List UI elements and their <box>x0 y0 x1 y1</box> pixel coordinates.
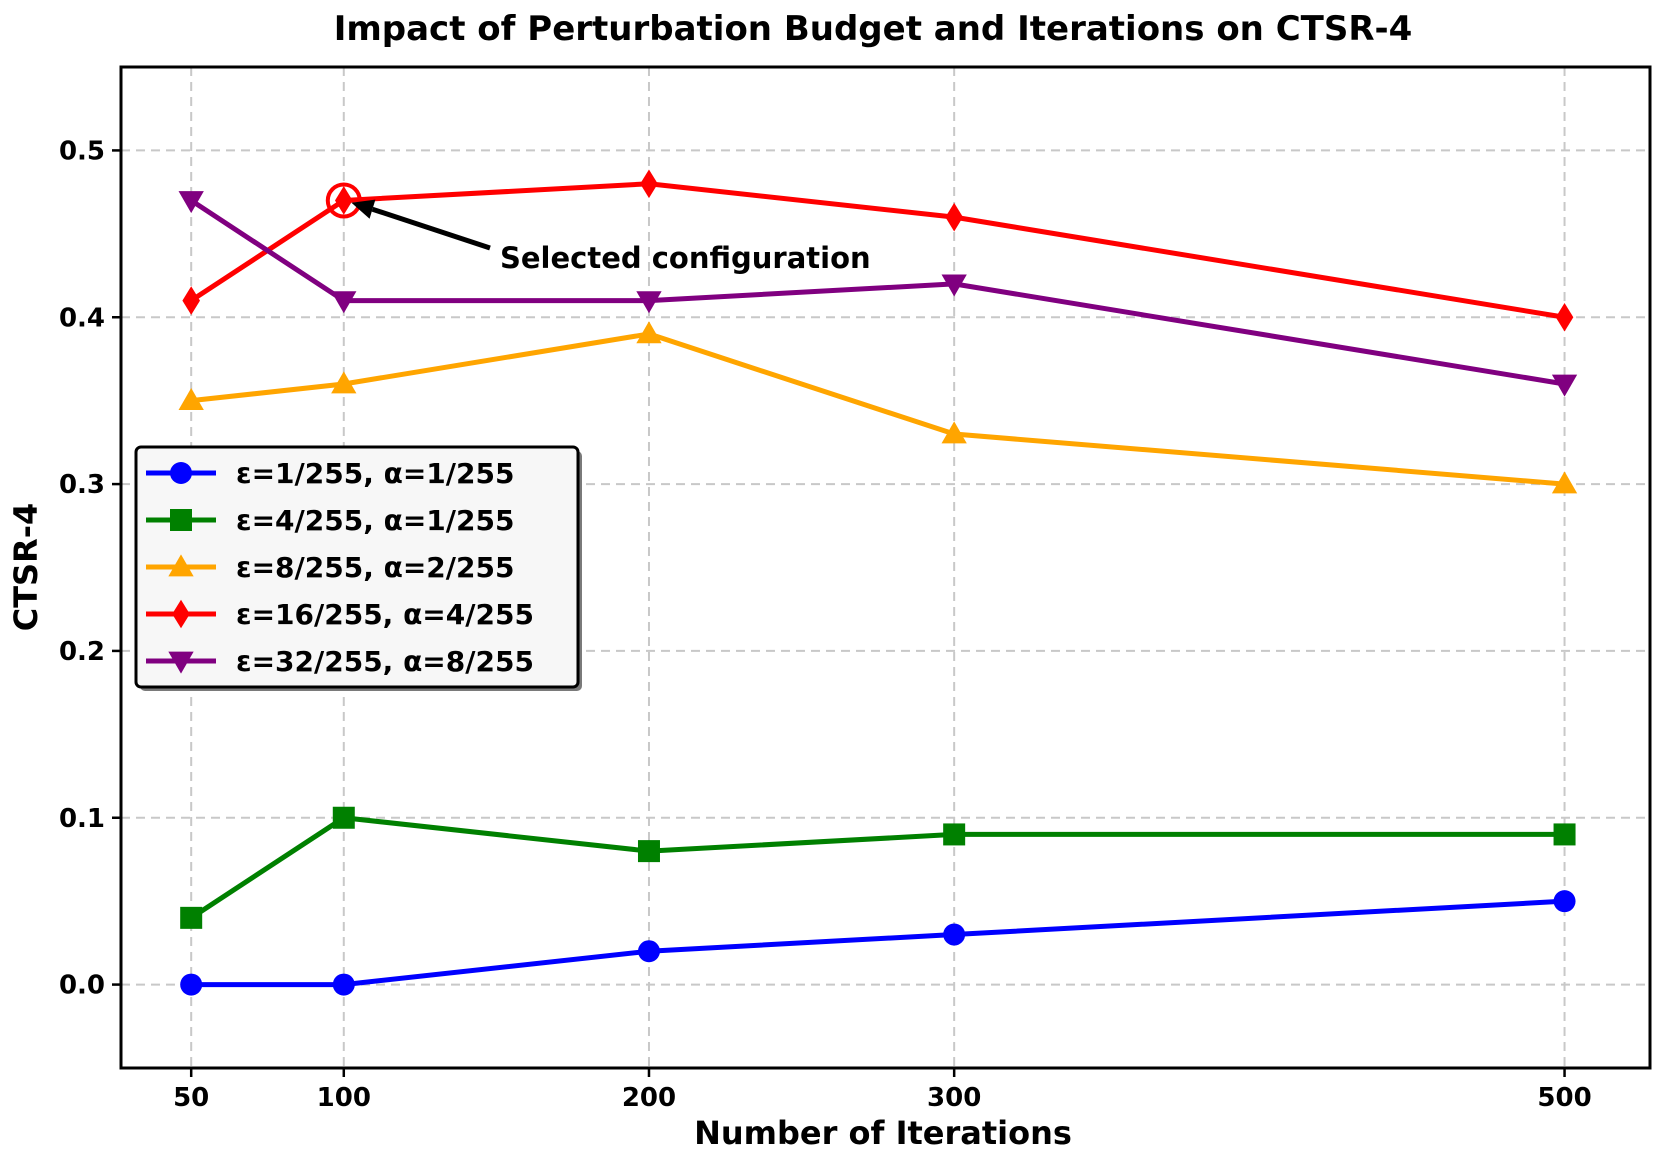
data-point <box>332 806 355 829</box>
annotation-layer: Selected configuration <box>325 182 871 275</box>
series-1 <box>180 890 1576 996</box>
data-point <box>943 823 966 846</box>
tick-layer: 50 100 200 300 500 0.0 0.1 0.2 0.3 0.4 0.5 <box>59 136 1592 1113</box>
y-tick-label: 0.2 <box>59 637 105 667</box>
y-tick-label: 0.3 <box>59 470 105 500</box>
data-point <box>180 906 203 929</box>
data-point <box>334 186 353 215</box>
y-tick-label: 0.1 <box>59 804 105 834</box>
legend-entry: ε=1/255, α=1/255 <box>146 457 514 490</box>
x-axis-label: Number of Iterations <box>694 1114 1072 1152</box>
data-point <box>1551 471 1578 494</box>
y-tick-label: 0.5 <box>59 136 105 166</box>
legend-label: ε=8/255, α=2/255 <box>236 551 514 584</box>
y-tick-label: 0.0 <box>59 971 105 1001</box>
data-point <box>182 286 200 315</box>
legend-marker <box>170 462 192 484</box>
series-line <box>189 815 1565 920</box>
data-point <box>331 371 357 394</box>
legend-label: ε=16/255, α=4/255 <box>236 598 534 631</box>
annotation-label: Selected configuration <box>500 241 871 275</box>
data-point <box>941 421 967 444</box>
x-tick-label: 500 <box>1537 1083 1591 1113</box>
legend-entry: ε=16/255, α=4/255 <box>146 598 534 631</box>
x-tick-label: 100 <box>317 1083 371 1113</box>
series-layer <box>178 169 1578 996</box>
legend-entry: ε=8/255, α=2/255 <box>146 551 514 584</box>
data-point <box>945 202 963 232</box>
series-line <box>189 198 1565 387</box>
data-point <box>180 973 203 996</box>
x-tick-label: 50 <box>173 1083 209 1113</box>
data-point <box>640 169 658 199</box>
legend-label: ε=32/255, α=8/255 <box>236 645 534 678</box>
data-point <box>1555 302 1574 332</box>
legend-marker <box>168 554 194 577</box>
data-point <box>637 840 660 863</box>
data-point <box>332 973 355 996</box>
legend: ε=1/255, α=1/255 ε=4/255, α=1/255 ε=8/255,… <box>134 445 582 691</box>
legend-entry: ε=4/255, α=1/255 <box>146 504 514 537</box>
legend-label: ε=4/255, α=1/255 <box>236 504 514 537</box>
legend-marker <box>170 509 192 531</box>
plot-frame <box>119 65 1652 1070</box>
y-axis-label: CTSR-4 <box>7 503 45 632</box>
series-3 <box>178 321 1578 494</box>
highlight-ring <box>325 182 362 219</box>
x-tick-label: 200 <box>622 1083 676 1113</box>
chart-title: Impact of Perturbation Budget and Iterat… <box>334 9 1413 49</box>
legend-marker <box>172 599 190 629</box>
data-point <box>941 274 967 297</box>
legend-entry: ε=32/255, α=8/255 <box>146 645 534 678</box>
series-2 <box>180 806 1576 929</box>
series-4 <box>182 169 1574 332</box>
annotation-arrow <box>371 206 491 251</box>
data-point <box>636 321 662 344</box>
legend-marker <box>168 651 194 674</box>
data-point <box>1551 374 1578 397</box>
data-point <box>178 191 204 214</box>
data-point <box>943 923 966 946</box>
series-5 <box>178 191 1578 397</box>
x-tick-label: 300 <box>927 1083 981 1113</box>
data-point <box>331 291 357 314</box>
data-point <box>636 291 662 314</box>
data-point <box>178 388 204 411</box>
annotation-arrowhead <box>351 199 376 219</box>
data-point <box>637 940 660 963</box>
data-point <box>1553 890 1576 913</box>
y-tick-label: 0.4 <box>59 303 105 333</box>
series-line <box>191 898 1565 988</box>
data-point <box>1553 823 1576 846</box>
legend-label: ε=1/255, α=1/255 <box>236 457 514 490</box>
series-line <box>189 181 1565 320</box>
legend-box <box>134 445 580 689</box>
